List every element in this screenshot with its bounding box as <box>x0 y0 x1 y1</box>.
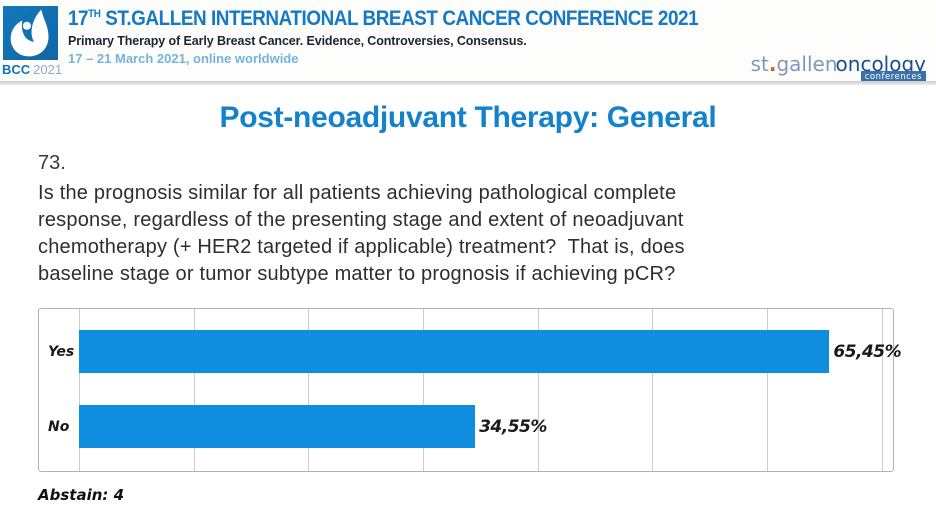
conference-date: 17 – 21 March 2021, online worldwide <box>68 51 299 66</box>
bcc-label: BCC <box>2 62 31 77</box>
chart-plot <box>79 309 893 471</box>
conference-text-block: 17TH ST.GALLEN INTERNATIONAL BREAST CANC… <box>68 7 768 66</box>
conference-title-ordinal: TH <box>88 8 101 20</box>
header-separator <box>0 81 936 85</box>
gridline <box>537 309 539 471</box>
org-logo-conferences-badge: conferences <box>860 70 926 83</box>
breast-drop-icon <box>10 9 49 57</box>
conference-subtitle: Primary Therapy of Early Breast Cancer. … <box>68 34 527 48</box>
question-line: baseline stage or tumor subtype matter t… <box>38 263 676 285</box>
question-text: Is the prognosis similar for all patient… <box>38 180 858 288</box>
chart-row-no: No 34,55% <box>39 405 893 448</box>
question-line: response, regardless of the presenting s… <box>38 209 684 231</box>
bcc-year: 2021 <box>33 62 63 77</box>
category-label: Yes <box>48 343 75 360</box>
gridline <box>308 309 310 471</box>
gridline <box>881 309 883 471</box>
org-logo-gallen: gallen <box>776 52 838 76</box>
conference-header: BCC 2021 17TH ST.GALLEN INTERNATIONAL BRE… <box>0 0 936 83</box>
question-line: Is the prognosis similar for all patient… <box>38 182 677 204</box>
bar <box>79 405 476 448</box>
conference-title-rest: ST.GALLEN INTERNATIONAL BREAST CANCER CO… <box>100 7 699 30</box>
question-line: chemotherapy (+ HER2 targeted if applica… <box>38 236 685 258</box>
bcc-logo-caption: BCC 2021 <box>2 62 62 77</box>
org-logo-dot: . <box>768 52 777 76</box>
bar <box>79 330 830 373</box>
gridline <box>652 309 654 471</box>
abstain-note: Abstain: 4 <box>38 486 125 504</box>
bcc-logo <box>3 6 58 60</box>
gridline <box>79 309 80 471</box>
org-logo-st: st <box>750 52 769 76</box>
poll-bar-chart: Yes 65,45% No 34,55% <box>38 308 902 472</box>
category-label: No <box>48 418 70 435</box>
gridline <box>193 309 195 471</box>
conference-title: 17TH ST.GALLEN INTERNATIONAL BREAST CANC… <box>68 7 699 31</box>
chart-row-yes: Yes 65,45% <box>39 330 902 373</box>
gridline <box>422 309 424 471</box>
value-label: 65,45% <box>833 341 902 362</box>
question-number: 73. <box>38 152 66 174</box>
gridline <box>766 309 768 471</box>
slide-title: Post-neoadjuvant Therapy: General <box>219 101 717 134</box>
conference-title-prefix: 17 <box>68 7 89 30</box>
value-label: 34,55% <box>479 416 547 437</box>
st-gallen-oncology-logo: st.gallenoncology conferences <box>750 52 926 83</box>
